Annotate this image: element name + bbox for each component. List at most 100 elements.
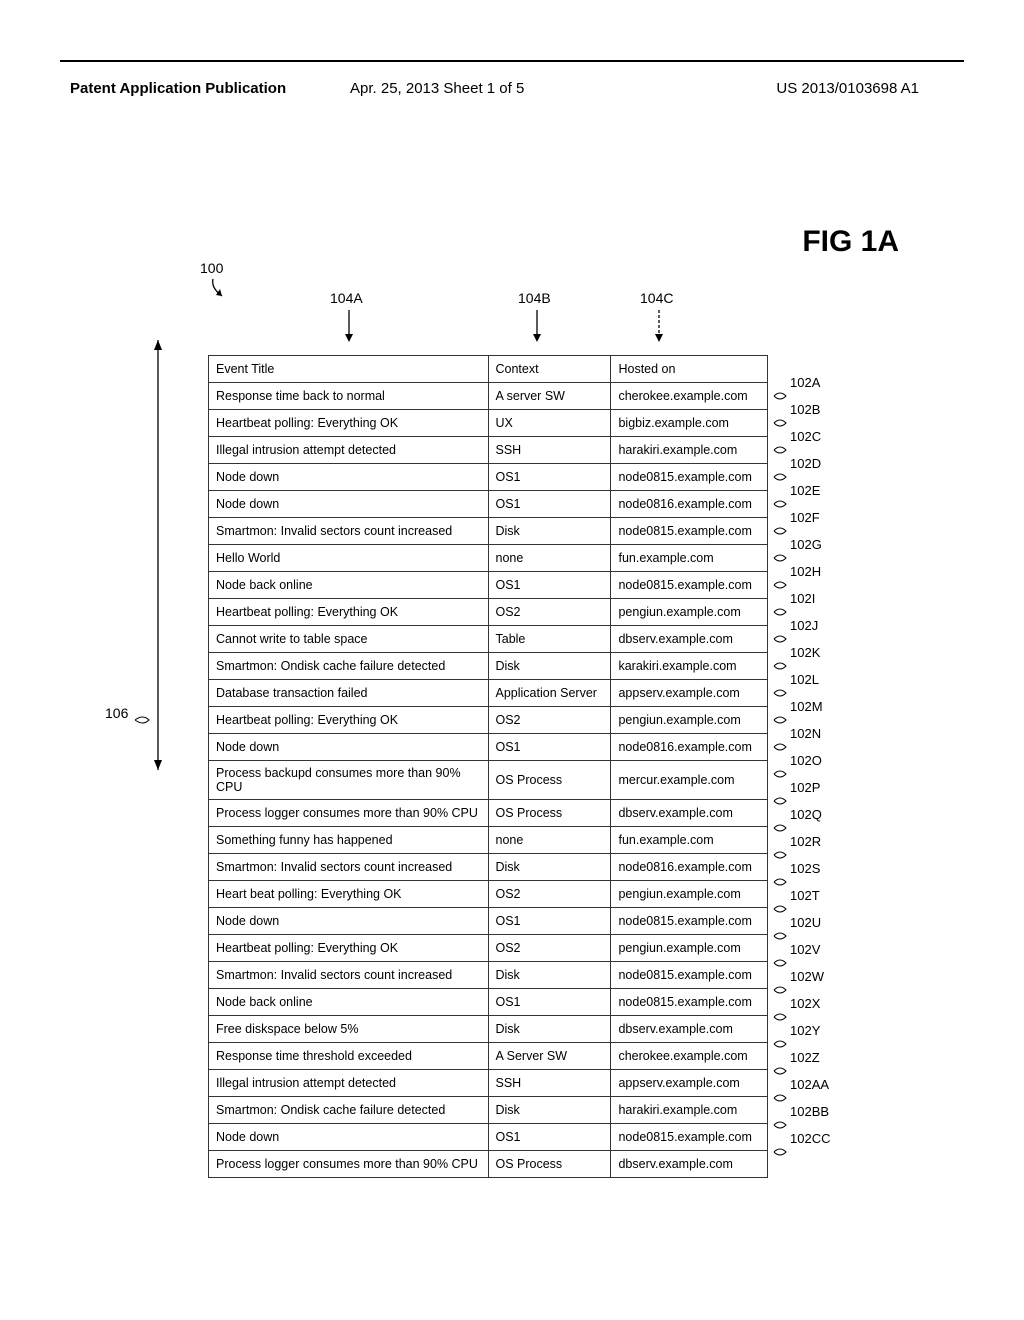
table-cell: pengiun.example.com [611, 935, 768, 962]
table-cell: OS1 [488, 464, 611, 491]
curl-icon [772, 605, 792, 619]
col-arrow-icon [652, 308, 666, 348]
curl-icon [772, 767, 792, 781]
table-cell: pengiun.example.com [611, 707, 768, 734]
table-header-row: Event Title Context Hosted on [209, 356, 768, 383]
table-cell: OS1 [488, 908, 611, 935]
row-ref-102P: 102P [790, 780, 820, 795]
table-cell: Heart beat polling: Everything OK [209, 881, 489, 908]
table-row: Process logger consumes more than 90% CP… [209, 1151, 768, 1178]
ref-100: 100 [200, 260, 223, 276]
row-ref-102V: 102V [790, 942, 820, 957]
table-cell: node0815.example.com [611, 464, 768, 491]
table-row: Cannot write to table spaceTabledbserv.e… [209, 626, 768, 653]
table-cell: Smartmon: Invalid sectors count increase… [209, 518, 489, 545]
col-arrow-icon [530, 308, 544, 348]
curl-icon [772, 551, 792, 565]
table-row: Something funny has happenednonefun.exam… [209, 827, 768, 854]
table-cell: Node down [209, 734, 489, 761]
table-cell: OS1 [488, 989, 611, 1016]
table-cell: karakiri.example.com [611, 653, 768, 680]
curl-icon [772, 686, 792, 700]
table-cell: Node back online [209, 572, 489, 599]
table-cell: Disk [488, 962, 611, 989]
table-cell: dbserv.example.com [611, 1016, 768, 1043]
table-row: Process logger consumes more than 90% CP… [209, 800, 768, 827]
table-row: Database transaction failedApplication S… [209, 680, 768, 707]
table-cell: OS1 [488, 734, 611, 761]
row-ref-102H: 102H [790, 564, 821, 579]
curl-icon [772, 578, 792, 592]
table-cell: Illegal intrusion attempt detected [209, 1070, 489, 1097]
table-cell: pengiun.example.com [611, 599, 768, 626]
table-cell: node0816.example.com [611, 854, 768, 881]
table-cell: fun.example.com [611, 827, 768, 854]
curl-icon [772, 1064, 792, 1078]
curl-icon [772, 902, 792, 916]
row-ref-102CC: 102CC [790, 1131, 830, 1146]
table-cell: node0815.example.com [611, 1124, 768, 1151]
table-row: Smartmon: Invalid sectors count increase… [209, 854, 768, 881]
header-left: Patent Application Publication [70, 80, 286, 97]
table-cell: Response time back to normal [209, 383, 489, 410]
table-row: Illegal intrusion attempt detectedSSHhar… [209, 437, 768, 464]
table-row: Illegal intrusion attempt detectedSSHapp… [209, 1070, 768, 1097]
row-ref-102J: 102J [790, 618, 818, 633]
curl-icon [772, 416, 792, 430]
table-cell: Disk [488, 1016, 611, 1043]
table-cell: cherokee.example.com [611, 1043, 768, 1070]
table-row: Smartmon: Invalid sectors count increase… [209, 962, 768, 989]
header-center: Apr. 25, 2013 Sheet 1 of 5 [350, 80, 524, 97]
arrow-106-icon [148, 300, 168, 800]
table-cell: Node down [209, 464, 489, 491]
table-cell: A server SW [488, 383, 611, 410]
table-cell: Disk [488, 518, 611, 545]
table-cell: pengiun.example.com [611, 881, 768, 908]
table-row: Node downOS1node0816.example.com [209, 734, 768, 761]
curl-icon [772, 443, 792, 457]
table-cell: Smartmon: Ondisk cache failure detected [209, 1097, 489, 1124]
col-ref-104A: 104A [330, 290, 363, 306]
row-ref-102E: 102E [790, 483, 820, 498]
row-ref-102U: 102U [790, 915, 821, 930]
row-ref-102Z: 102Z [790, 1050, 820, 1065]
header-rule [60, 60, 964, 62]
table-cell: Disk [488, 1097, 611, 1124]
row-ref-102B: 102B [790, 402, 820, 417]
table-cell: Database transaction failed [209, 680, 489, 707]
table-cell: appserv.example.com [611, 1070, 768, 1097]
curl-icon [772, 659, 792, 673]
col-header-event-title: Event Title [209, 356, 489, 383]
curl-icon [772, 956, 792, 970]
row-ref-102C: 102C [790, 429, 821, 444]
curl-icon [772, 875, 792, 889]
table-cell: Heartbeat polling: Everything OK [209, 599, 489, 626]
table-row: Response time threshold exceededA Server… [209, 1043, 768, 1070]
col-header-hosted-on: Hosted on [611, 356, 768, 383]
table-cell: node0816.example.com [611, 491, 768, 518]
table-cell: Disk [488, 653, 611, 680]
curl-icon [772, 983, 792, 997]
table-cell: UX [488, 410, 611, 437]
row-ref-102Y: 102Y [790, 1023, 820, 1038]
table-cell: node0815.example.com [611, 962, 768, 989]
row-ref-102K: 102K [790, 645, 820, 660]
table-cell: Cannot write to table space [209, 626, 489, 653]
table-cell: appserv.example.com [611, 680, 768, 707]
table-cell: OS2 [488, 881, 611, 908]
table-cell: Smartmon: Invalid sectors count increase… [209, 962, 489, 989]
table-cell: A Server SW [488, 1043, 611, 1070]
table-row: Process backupd consumes more than 90% C… [209, 761, 768, 800]
table-cell: OS2 [488, 935, 611, 962]
table-cell: Heartbeat polling: Everything OK [209, 707, 489, 734]
col-ref-104C: 104C [640, 290, 673, 306]
row-ref-102G: 102G [790, 537, 822, 552]
table-cell: Process logger consumes more than 90% CP… [209, 1151, 489, 1178]
table-cell: Process backupd consumes more than 90% C… [209, 761, 489, 800]
row-ref-102A: 102A [790, 375, 820, 390]
table-row: Node downOS1node0816.example.com [209, 491, 768, 518]
table-cell: SSH [488, 1070, 611, 1097]
figure-title: FIG 1A [802, 225, 899, 259]
curl-icon [772, 497, 792, 511]
table-cell: Response time threshold exceeded [209, 1043, 489, 1070]
